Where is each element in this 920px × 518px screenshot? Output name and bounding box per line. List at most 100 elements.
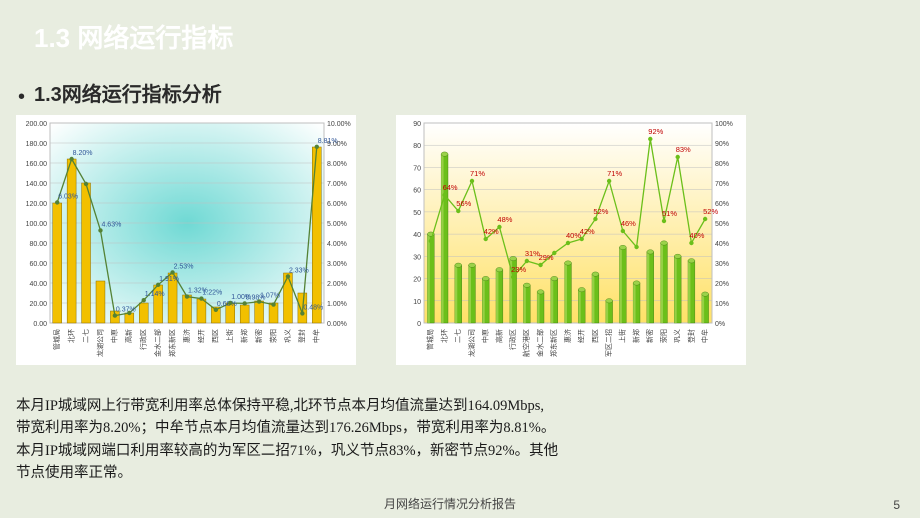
svg-text:8.00%: 8.00% bbox=[327, 161, 347, 168]
svg-text:6.00%: 6.00% bbox=[327, 201, 347, 208]
svg-text:70%: 70% bbox=[715, 181, 729, 188]
svg-text:惠济: 惠济 bbox=[182, 329, 191, 343]
svg-text:高新: 高新 bbox=[124, 329, 133, 343]
svg-text:0.37%: 0.37% bbox=[116, 307, 136, 314]
svg-text:83%: 83% bbox=[676, 145, 691, 154]
charts-row: 0.000.00%20.001.00%40.002.00%60.003.00%8… bbox=[16, 115, 746, 365]
footer-text: 月网络运行情况分析报告 bbox=[384, 497, 516, 511]
svg-text:行政区: 行政区 bbox=[508, 329, 517, 350]
svg-text:71%: 71% bbox=[470, 169, 485, 178]
bandwidth-chart: 0.000.00%20.001.00%40.002.00%60.003.00%8… bbox=[16, 115, 356, 365]
svg-text:北环: 北环 bbox=[67, 329, 75, 343]
svg-text:0.00%: 0.00% bbox=[327, 321, 347, 328]
analysis-paragraph: 本月IP城域网上行带宽利用率总体保持平稳,北环节点本月均值流量达到164.09M… bbox=[16, 395, 904, 485]
svg-text:50%: 50% bbox=[715, 221, 729, 228]
svg-text:40%: 40% bbox=[715, 241, 729, 248]
svg-text:二七: 二七 bbox=[453, 329, 462, 343]
svg-text:中原: 中原 bbox=[110, 329, 119, 343]
svg-text:二七: 二七 bbox=[81, 329, 90, 343]
svg-text:100%: 100% bbox=[715, 121, 733, 128]
svg-text:71%: 71% bbox=[607, 169, 622, 178]
svg-text:100.00: 100.00 bbox=[26, 221, 48, 228]
svg-text:180.00: 180.00 bbox=[26, 141, 48, 148]
svg-text:42%: 42% bbox=[580, 227, 595, 236]
bandwidth-chart-svg: 0.000.00%20.001.00%40.002.00%60.003.00%8… bbox=[16, 115, 356, 365]
svg-text:90: 90 bbox=[413, 121, 421, 128]
svg-text:西区: 西区 bbox=[591, 329, 599, 343]
svg-text:金水二部: 金水二部 bbox=[535, 329, 544, 357]
svg-text:80.00: 80.00 bbox=[29, 241, 47, 248]
svg-text:航空港区: 航空港区 bbox=[522, 329, 531, 357]
svg-text:10: 10 bbox=[413, 299, 421, 306]
svg-text:上街: 上街 bbox=[618, 329, 627, 343]
para-line: 本月IP城域网端口利用率较高的为军区二招71%，巩义节点83%，新密节点92%。… bbox=[16, 440, 904, 462]
svg-text:4.00%: 4.00% bbox=[327, 241, 347, 248]
svg-text:92%: 92% bbox=[648, 127, 663, 136]
svg-text:3.00%: 3.00% bbox=[327, 261, 347, 268]
svg-text:40%: 40% bbox=[689, 231, 704, 240]
svg-text:20%: 20% bbox=[715, 281, 729, 288]
para-line: 本月IP城域网上行带宽利用率总体保持平稳,北环节点本月均值流量达到164.09M… bbox=[16, 395, 904, 417]
svg-text:管城局: 管城局 bbox=[52, 329, 61, 350]
svg-text:52%: 52% bbox=[593, 207, 608, 216]
svg-text:29%: 29% bbox=[539, 253, 554, 262]
svg-text:新郑: 新郑 bbox=[240, 329, 249, 343]
svg-text:北环: 北环 bbox=[440, 329, 448, 343]
svg-text:2.53%: 2.53% bbox=[174, 263, 194, 270]
port-util-chart: 01020304050607080900%10%20%30%40%50%60%7… bbox=[396, 115, 746, 365]
svg-text:上街: 上街 bbox=[225, 329, 234, 343]
svg-text:5.00%: 5.00% bbox=[327, 221, 347, 228]
svg-text:0: 0 bbox=[417, 321, 421, 328]
slide-title: 1.3 网络运行指标 bbox=[34, 18, 233, 55]
svg-text:60: 60 bbox=[413, 188, 421, 195]
svg-text:经开: 经开 bbox=[577, 329, 586, 343]
svg-text:70: 70 bbox=[413, 165, 421, 172]
svg-text:90%: 90% bbox=[715, 141, 729, 148]
svg-text:40.00: 40.00 bbox=[29, 281, 47, 288]
svg-text:2.33%: 2.33% bbox=[289, 267, 309, 274]
svg-text:80: 80 bbox=[413, 143, 421, 150]
para-line: 节点使用率正常。 bbox=[16, 462, 904, 484]
svg-text:行政区: 行政区 bbox=[139, 329, 148, 350]
svg-text:10.00%: 10.00% bbox=[327, 121, 351, 128]
svg-text:荥阳: 荥阳 bbox=[659, 329, 668, 343]
svg-text:8.20%: 8.20% bbox=[73, 150, 93, 157]
svg-text:高新: 高新 bbox=[494, 329, 503, 343]
svg-text:1.22%: 1.22% bbox=[202, 290, 222, 297]
svg-text:0%: 0% bbox=[715, 321, 725, 328]
svg-text:中牟: 中牟 bbox=[312, 329, 321, 343]
svg-text:7.00%: 7.00% bbox=[327, 181, 347, 188]
svg-text:郑东新区: 郑东新区 bbox=[167, 329, 176, 357]
svg-text:140.00: 140.00 bbox=[26, 181, 48, 188]
svg-text:0.00: 0.00 bbox=[33, 321, 47, 328]
svg-text:20: 20 bbox=[413, 277, 421, 284]
svg-text:郑东新区: 郑东新区 bbox=[549, 329, 558, 357]
footer: 月网络运行情况分析报告 5 bbox=[0, 495, 900, 512]
svg-text:4.63%: 4.63% bbox=[101, 221, 121, 228]
svg-text:64%: 64% bbox=[443, 183, 458, 192]
bullet-marker: • bbox=[18, 86, 25, 109]
svg-text:42%: 42% bbox=[484, 227, 499, 236]
svg-text:46%: 46% bbox=[621, 219, 636, 228]
svg-text:新密: 新密 bbox=[645, 329, 654, 343]
svg-text:0.48%: 0.48% bbox=[303, 304, 323, 311]
svg-text:30: 30 bbox=[413, 254, 421, 261]
svg-text:51%: 51% bbox=[662, 209, 677, 218]
svg-text:6.03%: 6.03% bbox=[58, 193, 78, 200]
svg-text:管城局: 管城局 bbox=[426, 329, 435, 350]
svg-text:巩义: 巩义 bbox=[284, 329, 292, 343]
svg-text:200.00: 200.00 bbox=[26, 121, 48, 128]
port-util-chart-svg: 01020304050607080900%10%20%30%40%50%60%7… bbox=[396, 115, 746, 365]
svg-text:30%: 30% bbox=[715, 261, 729, 268]
svg-text:0.66%: 0.66% bbox=[217, 301, 237, 308]
svg-text:52%: 52% bbox=[703, 207, 718, 216]
svg-text:金水二部: 金水二部 bbox=[153, 329, 162, 357]
svg-text:西区: 西区 bbox=[212, 329, 220, 343]
svg-text:巩义: 巩义 bbox=[674, 329, 682, 343]
svg-text:荥阳: 荥阳 bbox=[268, 329, 277, 343]
svg-text:龙湖公司: 龙湖公司 bbox=[467, 329, 476, 357]
svg-text:新郑: 新郑 bbox=[631, 329, 640, 343]
svg-text:龙湖公司: 龙湖公司 bbox=[95, 329, 104, 357]
svg-text:80%: 80% bbox=[715, 161, 729, 168]
slide-subtitle: 1.3网络运行指标分析 bbox=[34, 78, 222, 107]
